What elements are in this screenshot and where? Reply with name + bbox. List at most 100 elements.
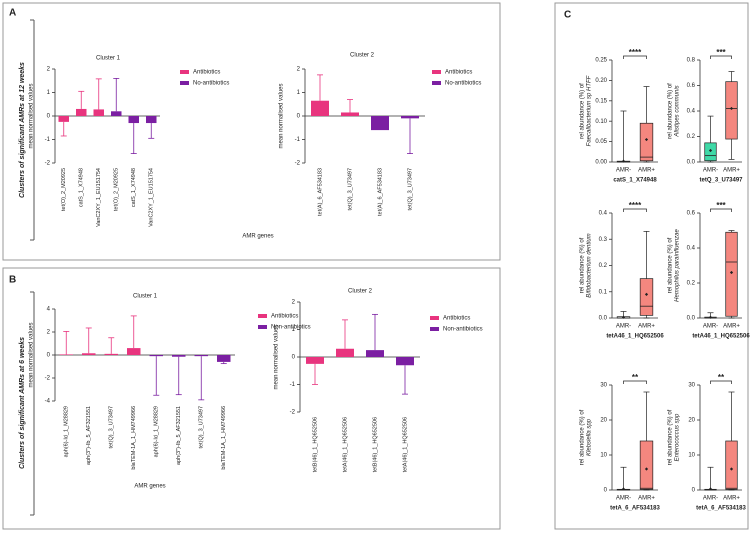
mean-marker [644, 292, 649, 296]
x-tick-label: AMR- [703, 496, 718, 502]
x-tick-label: tet(Q)_3_U73497 [407, 168, 413, 211]
y-tick-label: 0.4 [599, 211, 608, 217]
bar [336, 348, 354, 357]
legend-label: Antibiotics [193, 70, 220, 76]
significance-label: ** [718, 373, 725, 382]
x-tick-label: AMR- [616, 324, 631, 330]
y-axis-label: Enterococcus spp [675, 413, 681, 461]
chart-title: Cluster 1 [133, 294, 158, 300]
mean-marker [729, 467, 734, 471]
y-tick-label: -4 [45, 399, 51, 405]
panel-letter: B [9, 275, 16, 286]
significance-label: *** [716, 48, 726, 57]
panel-letter: C [564, 10, 571, 21]
y-tick-label: 1 [292, 327, 296, 333]
legend-swatch [432, 81, 441, 85]
y-axis-label: Bifidobacterium dentium [587, 233, 593, 297]
y-axis-label: rel abundance (%) of [668, 237, 674, 293]
x-axis-label: AMR genes [242, 234, 273, 240]
x-tick-label: aph(3'')-Ib_5_AF321551 [86, 406, 92, 465]
mean-marker [708, 315, 713, 319]
box [725, 81, 738, 140]
y-tick-label: 20 [600, 418, 607, 424]
x-tick-label: tetA(46)_1_HQ652506 [342, 417, 348, 472]
x-tick-label: AMR- [616, 496, 631, 502]
bar [172, 355, 186, 357]
y-tick-label: 30 [600, 383, 607, 389]
y-axis-label: Klebsiella spp [587, 418, 593, 456]
y-tick-label: 0.0 [687, 316, 696, 322]
bracket [30, 19, 35, 241]
bar [194, 355, 208, 357]
y-tick-label: 0 [297, 114, 301, 120]
x-axis-label: tetA_6_AF534183 [696, 506, 746, 512]
y-axis-label: rel abundance (%) of [580, 237, 586, 293]
y-axis-label: Alistipes communis [675, 85, 681, 137]
x-axis-label: tetA_6_AF534183 [610, 506, 660, 512]
significance-label: **** [629, 201, 642, 210]
bar [341, 112, 359, 116]
y-tick-label: 2 [297, 67, 301, 73]
y-tick-label: 0.0 [599, 316, 608, 322]
y-tick-label: -2 [290, 410, 296, 416]
y-tick-label: -2 [295, 161, 301, 167]
x-tick-label: tet(Q)_3_U73497 [347, 168, 353, 211]
x-tick-label: AMR+ [638, 168, 655, 174]
legend-swatch [430, 327, 439, 331]
y-tick-label: 0.6 [687, 211, 696, 217]
bar [311, 100, 329, 116]
y-tick-label: 4 [47, 307, 51, 313]
x-tick-label: tet(A)_6_AF534183 [377, 168, 383, 216]
bar [401, 116, 419, 119]
mean-marker [644, 467, 649, 471]
legend-swatch [258, 314, 267, 318]
legend-label: Antibiotics [443, 316, 470, 322]
bar [128, 116, 139, 124]
x-tick-label: aph(6)-Id_1_M28829 [154, 406, 160, 457]
y-tick-label: 0.2 [687, 281, 696, 287]
x-tick-label: AMR+ [723, 324, 740, 330]
legend-label: No-antibiotics [445, 81, 481, 87]
y-axis-label: Hemophilus parainfluenzae [675, 228, 681, 301]
legend-label: Non-antibiotics [271, 325, 311, 331]
box [725, 231, 738, 317]
mean-marker [708, 148, 713, 153]
significance-bracket [710, 55, 732, 59]
y-tick-label: 1 [47, 90, 51, 96]
x-tick-label: tetB(46)_1_HQ652506 [312, 417, 318, 472]
significance-bracket [710, 208, 732, 212]
y-tick-label: -1 [45, 137, 51, 143]
y-tick-label: 0.3 [599, 237, 608, 243]
panel-a-frame [2, 2, 501, 261]
chart-title: Cluster 2 [350, 53, 375, 59]
x-tick-label: AMR- [616, 168, 631, 174]
x-tick-label: AMR- [703, 168, 718, 174]
x-tick-label: VanC2XY_1_EU151754 [149, 168, 155, 227]
x-tick-label: tet(O)_2_M20925 [114, 168, 120, 211]
bar [59, 354, 73, 355]
x-tick-label: tet(A)_6_AF534183 [317, 168, 323, 216]
x-axis-label: tetA46_1_HQ652506 [606, 334, 664, 340]
y-axis-label: rel abundance (%) of [580, 409, 586, 465]
y-tick-label: -2 [45, 161, 51, 167]
legend-label: No-antibiotics [193, 81, 229, 87]
mean-marker [621, 159, 626, 163]
y-tick-label: 0.4 [687, 246, 696, 252]
x-tick-label: VanC2XY_1_EU151754 [96, 168, 102, 227]
y-tick-label: 0.2 [599, 263, 608, 269]
legend-swatch [430, 316, 439, 320]
y-axis-label: mean normalised values [279, 83, 285, 148]
y-tick-label: 10 [688, 453, 695, 459]
bracket [30, 291, 35, 516]
bar [58, 116, 69, 122]
significance-bracket [710, 380, 732, 384]
chart-title: Cluster 1 [96, 56, 121, 62]
y-axis-label: mean normalised values [29, 322, 35, 387]
x-tick-label: aph(6)-Id_1_M28829 [64, 406, 70, 457]
panel-letter: A [9, 8, 16, 19]
y-tick-label: 0.6 [687, 83, 696, 89]
y-tick-label: 0.00 [595, 160, 607, 166]
box [639, 122, 654, 162]
mean-marker [729, 270, 734, 275]
